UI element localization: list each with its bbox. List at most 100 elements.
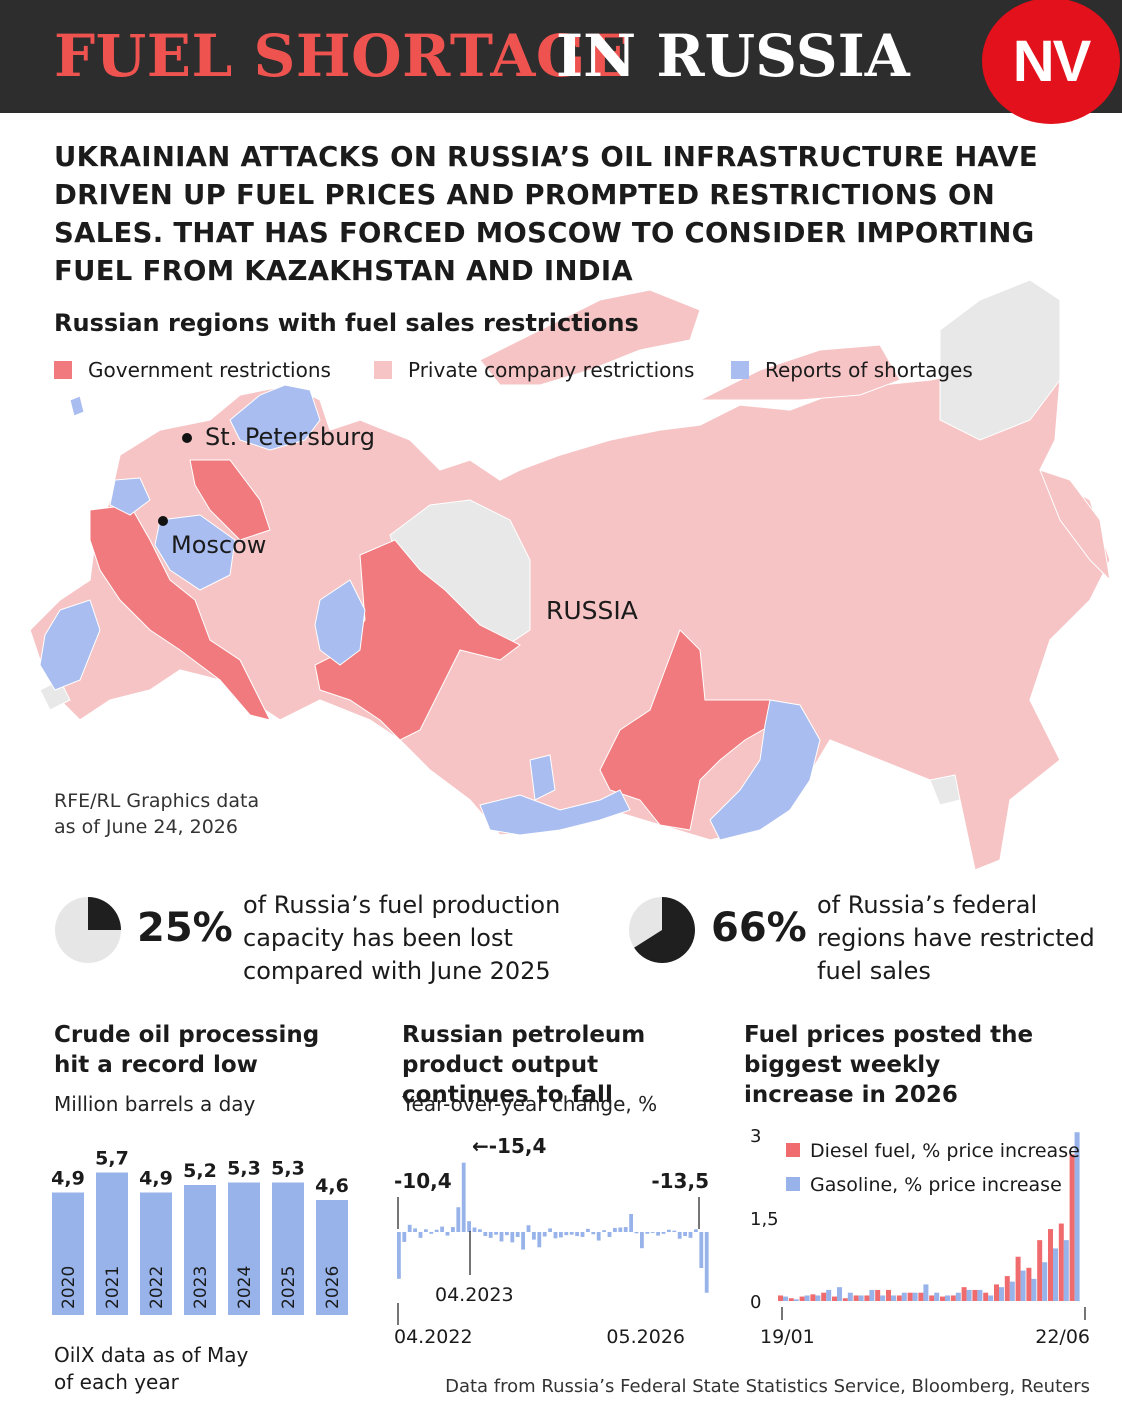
legend-label: Reports of shortages [765, 358, 973, 382]
map-region-red [314, 539, 521, 741]
chart1-bar [228, 1182, 260, 1315]
stat-line: fuel sales [817, 957, 931, 985]
map-region-blue [154, 514, 236, 591]
stat-description: of Russia’s fuel production capacity has… [243, 889, 560, 988]
chart2-bar [456, 1207, 461, 1232]
chart2-bar [629, 1214, 633, 1232]
chart2-bar [618, 1227, 623, 1232]
chart3-x-label: 22/06 [1035, 1326, 1090, 1348]
map-region-red [89, 504, 271, 721]
chart2-bar [694, 1229, 698, 1232]
legend-private: Private company restrictions [374, 358, 694, 382]
title-rest: IN RUSSIA [556, 22, 910, 90]
lead-paragraph: UKRAINIAN ATTACKS ON RUSSIA’S OIL INFRAS… [54, 141, 1038, 287]
header-bar [0, 0, 1122, 113]
chart3-bar-diesel [1004, 1276, 1010, 1301]
chart2-bar [418, 1232, 423, 1238]
chart3-bar-gasoline [977, 1289, 983, 1301]
chart2-bar [467, 1221, 471, 1232]
chart2-bar [548, 1228, 552, 1232]
stat-percent: 25% [137, 905, 233, 951]
chart1-bar [184, 1185, 216, 1315]
map-region-red [599, 629, 781, 831]
chart2-bar [488, 1232, 493, 1238]
chart2-bar [667, 1229, 671, 1232]
map-region-blue [39, 599, 101, 691]
chart3-bar-gasoline [1031, 1278, 1037, 1301]
chart3-legend-label: Diesel fuel, % price increase [810, 1140, 1080, 1162]
chart2-annotation: ←-15,4 [472, 1134, 546, 1158]
chart1-note: OilX data as of May of each year [54, 1342, 248, 1396]
map-source-line: RFE/RL Graphics data [54, 790, 260, 812]
chart2-bar [510, 1232, 515, 1243]
legend-shortages: Reports of shortages [731, 358, 973, 382]
chart3-legend-swatch [786, 1143, 800, 1157]
chart2-bar [413, 1228, 417, 1232]
city-label-moscow: Moscow [171, 531, 267, 559]
chart3-bar-gasoline [793, 1299, 799, 1301]
chart2-bar [672, 1230, 677, 1232]
title-highlight: FUEL SHORTAGE [54, 22, 631, 90]
map-source-line: as of June 24, 2026 [54, 816, 238, 838]
chart3-bar-diesel [929, 1295, 935, 1301]
chart2-bar [526, 1225, 531, 1232]
stat-pie-66 [629, 897, 695, 963]
chart3-bar-diesel [1037, 1240, 1043, 1301]
moscow-dot [158, 516, 168, 526]
chart3-bar-gasoline [869, 1289, 875, 1301]
chart3-bar-diesel [972, 1289, 978, 1301]
chart1-category-label: 2024 [235, 1266, 255, 1309]
chart2-annotation: -13,5 [651, 1169, 709, 1193]
chart2-bar [397, 1232, 401, 1279]
chart2-bar [407, 1224, 412, 1232]
chart3-bar-gasoline [1053, 1248, 1058, 1301]
chart3-bar-diesel [788, 1298, 794, 1301]
chart2-bar [607, 1232, 612, 1237]
chart3-legend-swatch [786, 1177, 800, 1191]
chart3-bar-gasoline [837, 1287, 842, 1301]
chart3-bar-diesel [799, 1296, 805, 1301]
country-label: RUSSIA [546, 596, 638, 625]
stat-percent: 66% [711, 905, 807, 951]
note-line: OilX data as of May [54, 1343, 249, 1367]
chart3-bar-diesel [896, 1295, 902, 1301]
chart1-category-label: 2023 [191, 1266, 211, 1309]
map-region-blue [479, 789, 631, 836]
legend-swatch-blue [731, 361, 749, 379]
chart3-bar-gasoline [826, 1289, 832, 1301]
chart2-bar [434, 1229, 439, 1232]
chart3-bar-diesel [1048, 1229, 1053, 1301]
chart2-bar [451, 1227, 455, 1232]
chart1-bar [316, 1200, 348, 1315]
chart2-bar [661, 1232, 666, 1234]
chart2-bar [505, 1232, 509, 1236]
stat-line: of Russia’s federal [817, 891, 1038, 919]
chart3-bar-gasoline [1074, 1132, 1080, 1301]
chart1-plot: 4,9 2020 5,7 2021 4,9 2022 5,2 2023 5,3 2024 5,3 20… [51, 1148, 349, 1315]
chart3-bar-diesel [1058, 1223, 1064, 1301]
chart3-bar-gasoline [999, 1287, 1004, 1301]
chart3-bar-gasoline [955, 1292, 961, 1301]
chart3-legend-label: Gasoline, % price increase [810, 1174, 1062, 1196]
chart2-plot: -10,4 ←-15,4 -13,5 04.2022 04.2023 05.2026 [394, 1134, 709, 1348]
chart2-bar [580, 1232, 585, 1237]
chart2-bar [472, 1227, 477, 1232]
chart3-bar-gasoline [1042, 1262, 1048, 1301]
chart3-bar-gasoline [783, 1296, 788, 1301]
chart2-bar [564, 1232, 569, 1236]
chart1-bar [272, 1182, 304, 1315]
chart2-bar [677, 1232, 682, 1239]
chart2-bar [532, 1232, 536, 1240]
chart2-bar [586, 1228, 590, 1232]
chart3-bar-gasoline [934, 1292, 940, 1301]
chart1-bar [96, 1172, 128, 1315]
chart2-bar [569, 1232, 574, 1235]
chart1-category-label: 2025 [279, 1266, 299, 1309]
chart3-bar-diesel [940, 1296, 945, 1301]
chart1-value-label: 5,7 [95, 1148, 129, 1170]
chart2-x-label: 04.2022 [394, 1326, 473, 1348]
map-landmass [29, 359, 1111, 871]
chart3-bar-gasoline [912, 1292, 918, 1301]
chart3-bar-diesel [842, 1298, 848, 1301]
chart3-bar-gasoline [891, 1295, 896, 1301]
